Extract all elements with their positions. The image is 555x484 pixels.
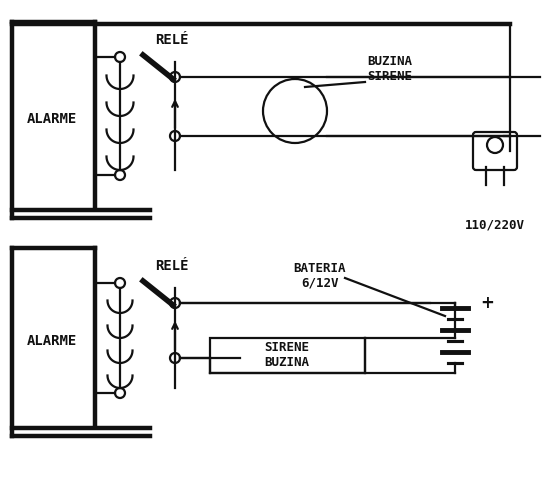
Text: RELÉ: RELÉ	[155, 259, 189, 273]
Text: BATERIA
6/12V: BATERIA 6/12V	[294, 262, 346, 290]
Text: ALARME: ALARME	[27, 112, 77, 126]
Text: SIRENE
BUZINA: SIRENE BUZINA	[265, 341, 310, 369]
Text: 110/220V: 110/220V	[465, 219, 525, 232]
Bar	[210, 338, 365, 373]
Text: RELÉ: RELÉ	[155, 33, 189, 47]
Text: ALARME: ALARME	[27, 334, 77, 348]
Text: BUZINA
SIRENE: BUZINA SIRENE	[367, 55, 412, 83]
Text: +: +	[480, 294, 494, 312]
